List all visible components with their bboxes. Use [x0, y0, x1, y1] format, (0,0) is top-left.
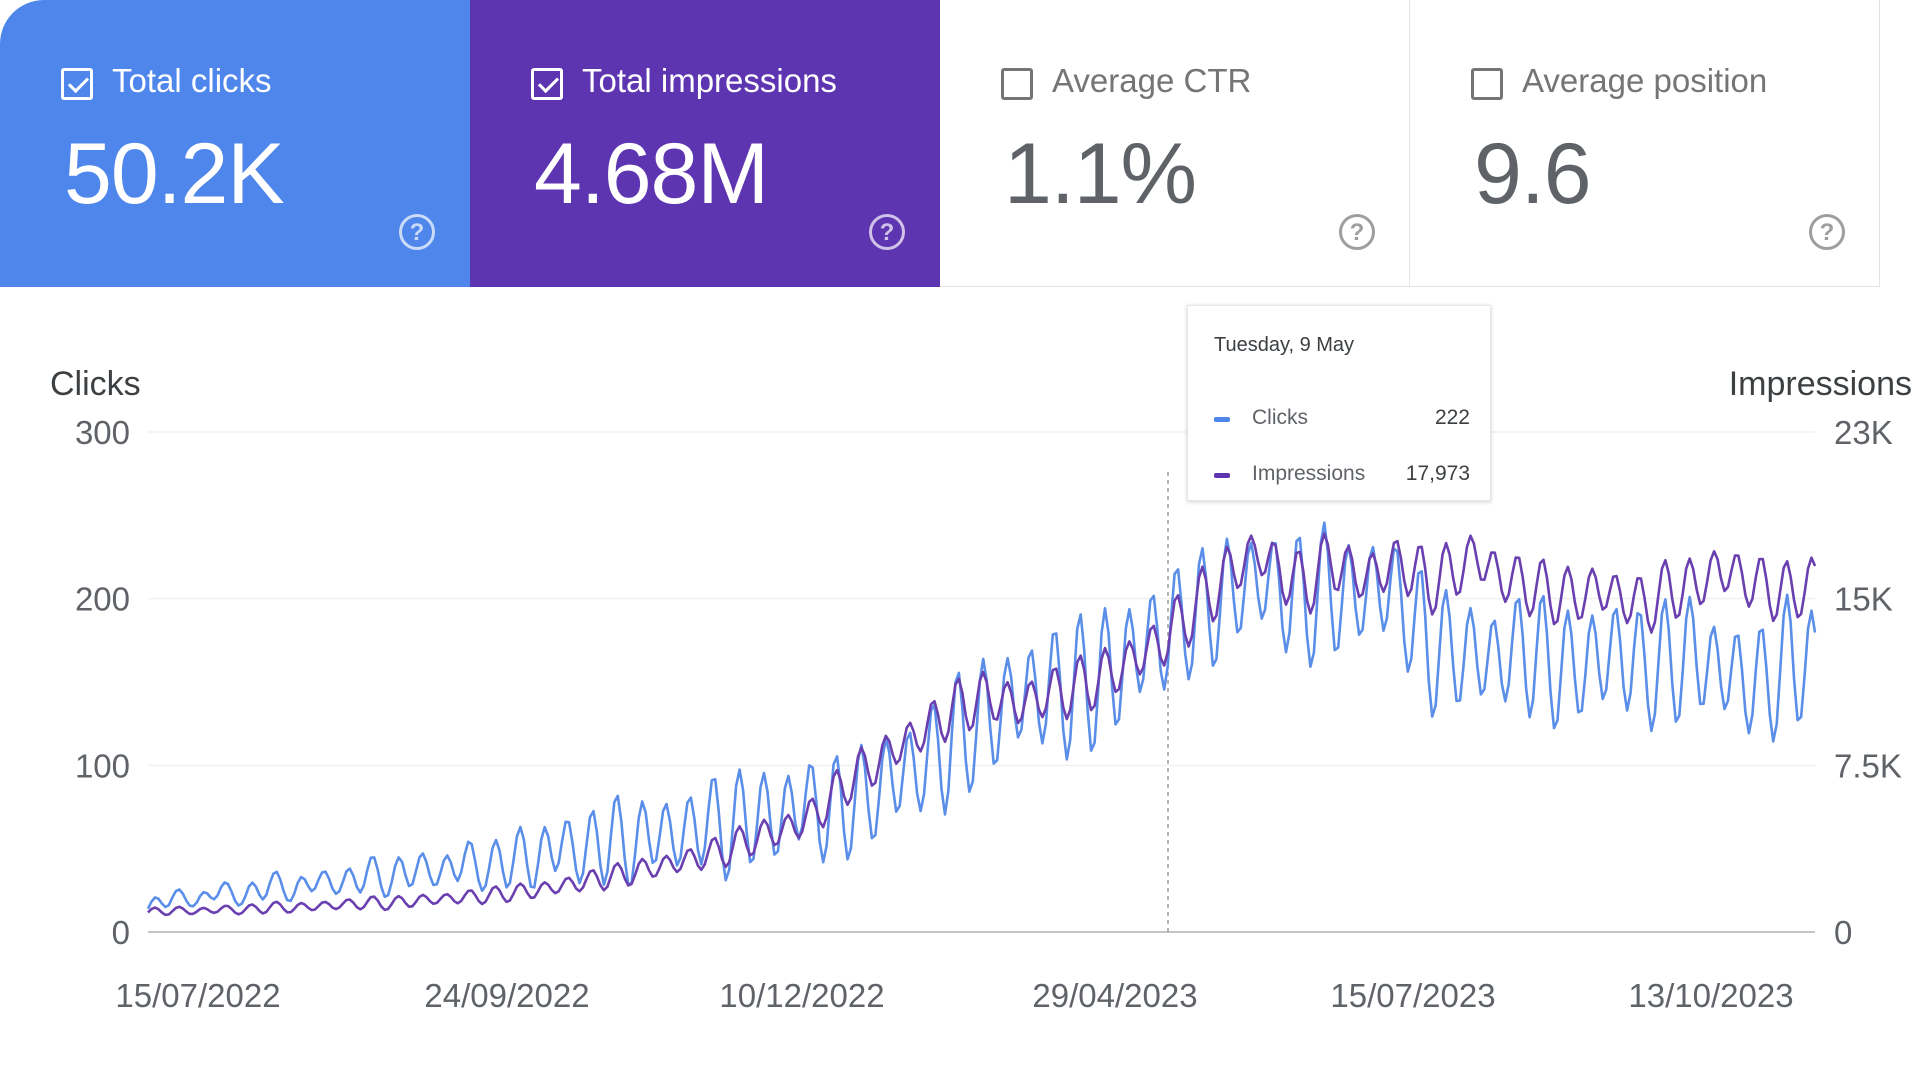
- metric-card-average-position[interactable]: Average position 9.6 ?: [1410, 0, 1880, 287]
- help-icon[interactable]: ?: [1809, 214, 1845, 250]
- average-ctr-label: Average CTR: [1052, 62, 1252, 99]
- y-right-tick-label: 15K: [1834, 581, 1893, 618]
- tooltip-row-impressions: Impressions 17,973: [1214, 460, 1470, 490]
- chart-axes: Clicks 0 100 200 300 Impressions 0 7.5K 15K 23K 15…: [50, 365, 1912, 1014]
- chart-gridlines: [148, 431, 1815, 933]
- x-tick-label: 10/12/2022: [719, 977, 884, 1014]
- left-axis-title: Clicks: [50, 365, 141, 403]
- tooltip-clicks-value: 222: [1434, 406, 1470, 429]
- metric-card-total-impressions[interactable]: Total impressions 4.68M ?: [470, 0, 940, 287]
- y-right-tick-label: 0: [1834, 914, 1852, 951]
- x-tick-label: 13/10/2023: [1628, 977, 1793, 1014]
- x-tick-label: 15/07/2023: [1330, 977, 1495, 1014]
- tooltip-impressions-name: Impressions: [1252, 462, 1366, 485]
- clicks-swatch: [1214, 417, 1230, 422]
- right-axis-title: Impressions: [1729, 365, 1912, 403]
- help-icon[interactable]: ?: [869, 214, 905, 250]
- total-impressions-checkbox[interactable]: [531, 68, 563, 100]
- tooltip-date: Tuesday, 9 May: [1214, 334, 1355, 356]
- tooltip-clicks-name: Clicks: [1252, 406, 1308, 429]
- y-left-tick-label: 200: [75, 581, 130, 618]
- clicks-series-line: [146, 521, 1817, 910]
- x-tick-label: 29/04/2023: [1032, 977, 1197, 1014]
- metric-cards: Total clicks 50.2K ? Total impressions 4…: [0, 0, 1882, 287]
- chart-series: [146, 521, 1817, 917]
- metric-card-average-ctr[interactable]: Average CTR 1.1% ?: [940, 0, 1410, 287]
- average-ctr-checkbox[interactable]: [1001, 68, 1033, 100]
- tooltip-row-clicks: Clicks 222: [1214, 404, 1470, 434]
- average-ctr-value: 1.1%: [1004, 126, 1197, 222]
- chart-tooltip: Tuesday, 9 May Clicks 222 Impressions 17…: [1187, 305, 1491, 501]
- performance-chart[interactable]: Clicks 0 100 200 300 Impressions 0 7.5K 15K 23K 15…: [0, 287, 1920, 1080]
- total-impressions-value: 4.68M: [534, 126, 769, 222]
- total-impressions-label: Total impressions: [582, 62, 837, 99]
- average-position-value: 9.6: [1474, 126, 1592, 222]
- total-clicks-value: 50.2K: [64, 126, 285, 222]
- total-clicks-checkbox[interactable]: [61, 68, 93, 100]
- x-tick-label: 15/07/2022: [115, 977, 280, 1014]
- y-left-tick-label: 0: [112, 914, 130, 951]
- tooltip-impressions-value: 17,973: [1405, 462, 1470, 485]
- metric-card-total-clicks[interactable]: Total clicks 50.2K ?: [0, 0, 470, 287]
- average-position-label: Average position: [1522, 62, 1768, 99]
- y-right-tick-label: 23K: [1834, 414, 1893, 451]
- help-icon[interactable]: ?: [1339, 214, 1375, 250]
- y-left-tick-label: 100: [75, 747, 130, 784]
- total-clicks-label: Total clicks: [112, 62, 272, 99]
- y-right-tick-label: 7.5K: [1834, 747, 1902, 784]
- help-icon[interactable]: ?: [399, 214, 435, 250]
- impressions-series-line: [147, 532, 1817, 917]
- average-position-checkbox[interactable]: [1471, 68, 1503, 100]
- x-tick-label: 24/09/2022: [424, 977, 589, 1014]
- impressions-swatch: [1214, 473, 1230, 478]
- y-left-tick-label: 300: [75, 414, 130, 451]
